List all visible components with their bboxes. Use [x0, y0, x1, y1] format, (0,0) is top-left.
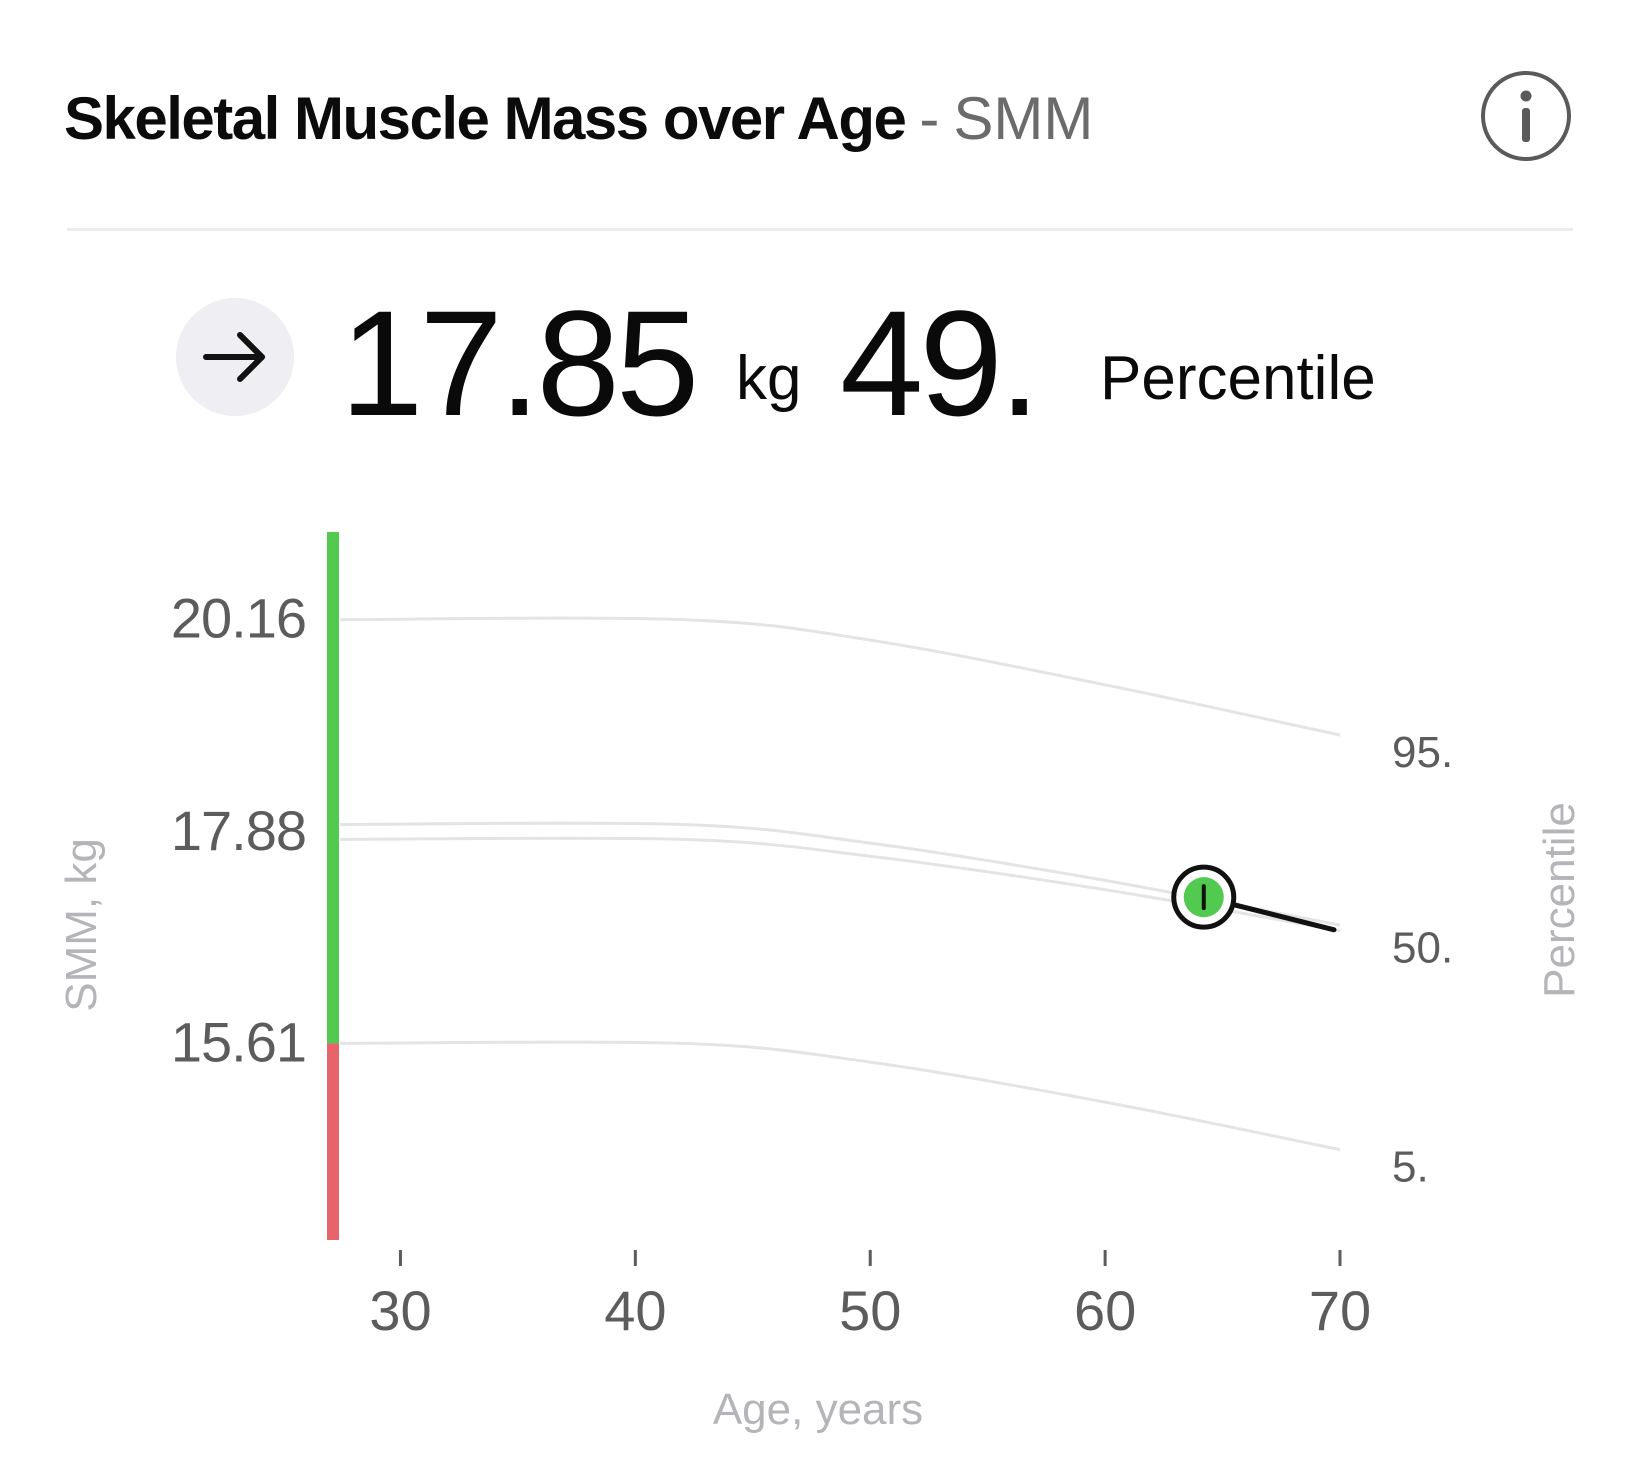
x-tick-label: 50 — [839, 1279, 901, 1342]
percentile-labels: 95. 50. 5. — [1392, 728, 1453, 1192]
y-axis-ticks: 20.16 17.88 15.61 — [171, 587, 307, 1074]
y-tick-label: 17.88 — [171, 799, 306, 862]
x-axis-label: Age, years — [713, 1385, 923, 1434]
x-tick-label: 60 — [1074, 1279, 1136, 1342]
status-bar — [327, 532, 339, 1240]
measurement-layer — [1171, 864, 1337, 933]
status-bar-normal — [327, 532, 339, 1044]
y-tick-label: 15.61 — [171, 1010, 306, 1073]
arrow-right-icon — [203, 332, 265, 382]
percentile-label: Percentile — [1100, 344, 1376, 413]
x-tick-label: 40 — [604, 1279, 666, 1342]
title-separator: - — [919, 85, 940, 152]
trend-button[interactable] — [176, 298, 294, 416]
title-abbreviation: SMM — [953, 85, 1094, 152]
status-bar-low — [327, 1043, 339, 1240]
chart-title: Skeletal Muscle Mass over Age — [64, 85, 907, 152]
y-axis-label: SMM, kg — [57, 838, 106, 1012]
x-axis-ticks: 30 40 50 60 70 — [369, 1250, 1371, 1342]
percentile-label: 50. — [1392, 924, 1453, 973]
percentile-curve-0 — [339, 616, 1341, 737]
info-button[interactable] — [1480, 70, 1572, 162]
percentile-value: 49. — [840, 279, 1041, 447]
x-tick-label: 30 — [369, 1279, 431, 1342]
percentile-label: 95. — [1392, 728, 1453, 777]
smm-value: 17.85 — [340, 279, 699, 447]
y2-axis-label: Percentile — [1535, 802, 1584, 998]
card-header: Skeletal Muscle Mass over Age - SMM — [64, 84, 1093, 154]
y-tick-label: 20.16 — [171, 587, 306, 650]
smm-unit: kg — [736, 344, 802, 413]
percentile-label: 5. — [1392, 1143, 1429, 1192]
percentile-curve-3 — [339, 1040, 1341, 1152]
info-icon — [1481, 71, 1571, 161]
header-divider — [67, 228, 1573, 231]
x-tick-label: 70 — [1309, 1279, 1371, 1342]
